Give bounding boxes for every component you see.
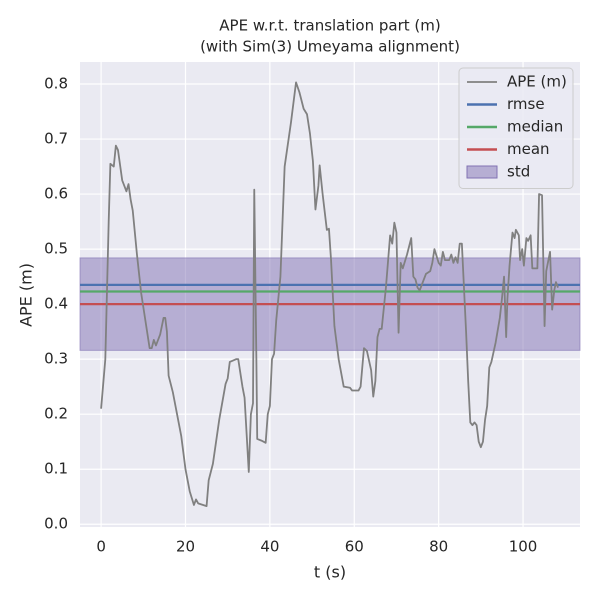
- y-tick-label: 0.5: [44, 240, 68, 258]
- legend-label: mean: [507, 140, 550, 158]
- legend-box: [458, 67, 574, 189]
- legend-label: rmse: [507, 95, 545, 113]
- y-tick-label: 0.7: [44, 130, 68, 148]
- x-tick-label: 0: [96, 538, 106, 556]
- y-axis-label: APE (m): [17, 263, 36, 327]
- x-tick-label: 100: [509, 538, 538, 556]
- x-tick-label: 20: [176, 538, 195, 556]
- y-tick-label: 0.4: [44, 295, 68, 313]
- y-tick-label: 0.8: [44, 75, 68, 93]
- y-tick-label: 0.2: [44, 405, 68, 423]
- legend-swatch: [466, 165, 498, 179]
- legend-label: APE (m): [507, 73, 567, 91]
- legend-label: std: [507, 163, 530, 181]
- y-tick-label: 0.0: [44, 515, 68, 533]
- y-tick-label: 0.1: [44, 460, 68, 478]
- data-line: [100, 81, 559, 507]
- legend-label: median: [507, 118, 563, 136]
- x-tick-label: 80: [429, 538, 448, 556]
- x-axis-label: t (s): [314, 563, 346, 582]
- chart-subtitle: (with Sim(3) Umeyama alignment): [200, 38, 460, 56]
- chart-title: APE w.r.t. translation part (m): [219, 17, 440, 35]
- x-tick-label: 60: [345, 538, 364, 556]
- x-tick-label: 40: [260, 538, 279, 556]
- y-tick-label: 0.6: [44, 185, 68, 203]
- y-tick-label: 0.3: [44, 350, 68, 368]
